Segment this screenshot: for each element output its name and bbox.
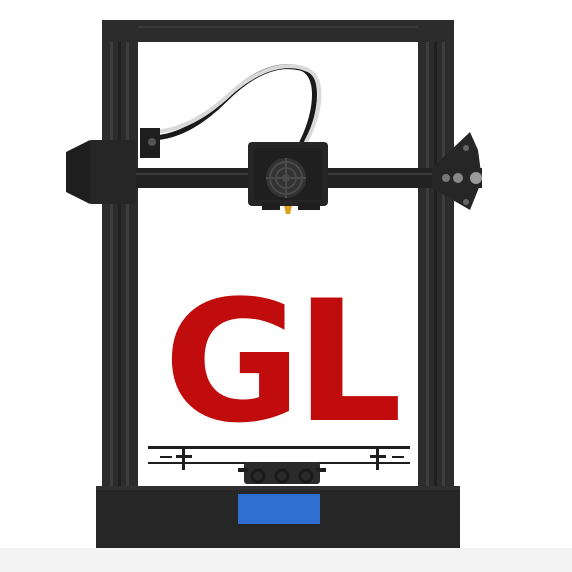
floor-shadow [0,548,572,572]
control-screen [238,494,320,524]
right-vertical-extrusion [418,20,454,500]
nozzle [284,206,292,214]
top-frame-groove [102,26,454,28]
stepper-motor-icon [66,128,160,204]
logo-text: GL [164,264,399,460]
top-frame-bar [102,20,454,42]
right-idler-bracket [432,132,482,210]
cable-bundle [147,64,322,145]
left-vertical-extrusion [102,20,138,500]
y-carriage [238,462,326,484]
fan-icon [266,158,306,198]
